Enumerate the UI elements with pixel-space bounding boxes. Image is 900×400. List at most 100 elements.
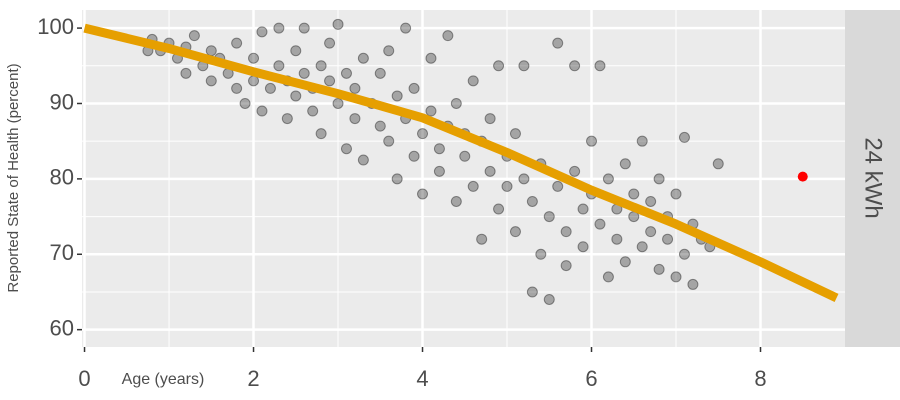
data-point — [526, 286, 538, 298]
data-point — [653, 173, 665, 185]
data-point — [442, 30, 454, 42]
data-point — [332, 97, 344, 109]
x-tick-label: 8 — [754, 366, 766, 391]
data-point — [476, 233, 488, 245]
fit-line — [83, 23, 839, 303]
data-point — [357, 52, 369, 64]
data-point — [560, 226, 572, 238]
data-point — [535, 248, 547, 260]
y-tick-label: 90 — [50, 89, 74, 114]
data-point — [239, 97, 251, 109]
data-point — [636, 135, 648, 147]
data-point — [560, 260, 572, 272]
data-point — [594, 218, 606, 230]
data-point — [518, 173, 530, 185]
data-point — [653, 263, 665, 275]
data-point — [383, 135, 395, 147]
data-point — [628, 188, 640, 200]
x-tick-label: 6 — [585, 366, 597, 391]
data-point — [298, 22, 310, 34]
data-point — [391, 90, 403, 102]
data-point — [340, 67, 352, 79]
data-point — [298, 67, 310, 79]
data-point — [205, 45, 217, 57]
data-point — [645, 195, 657, 207]
data-point — [459, 150, 471, 162]
data-point — [281, 113, 293, 125]
data-point — [264, 82, 276, 94]
data-point — [619, 256, 631, 268]
y-tick-label: 70 — [50, 240, 74, 265]
data-point — [180, 67, 192, 79]
data-point — [417, 128, 429, 140]
data-point — [374, 67, 386, 79]
data-point — [307, 105, 319, 117]
data-point — [340, 143, 352, 155]
data-point — [526, 195, 538, 207]
x-tick-label: 2 — [247, 366, 259, 391]
data-point — [290, 90, 302, 102]
data-point — [273, 22, 285, 34]
x-tick-label: 0 — [78, 366, 90, 391]
data-point — [205, 75, 217, 87]
data-point — [391, 173, 403, 185]
data-point — [433, 143, 445, 155]
data-point — [383, 45, 395, 57]
data-point — [315, 128, 327, 140]
data-point — [357, 154, 369, 166]
data-point — [493, 60, 505, 72]
y-tick-label: 60 — [50, 315, 74, 340]
data-point — [484, 165, 496, 177]
data-point — [670, 188, 682, 200]
data-point — [569, 165, 581, 177]
data-point — [433, 165, 445, 177]
data-point — [543, 211, 555, 223]
data-point — [256, 105, 268, 117]
data-point — [501, 180, 513, 192]
data-point — [256, 26, 268, 38]
data-point — [509, 226, 521, 238]
data-point — [602, 173, 614, 185]
data-point — [552, 180, 564, 192]
data-point — [425, 52, 437, 64]
data-point — [493, 203, 505, 215]
data-point — [594, 60, 606, 72]
data-point — [577, 203, 589, 215]
data-point — [408, 82, 420, 94]
data-point — [509, 128, 521, 140]
data-point — [248, 52, 260, 64]
data-point — [231, 37, 243, 49]
data-point — [678, 131, 690, 143]
data-point — [315, 60, 327, 72]
data-point — [467, 180, 479, 192]
data-point — [324, 37, 336, 49]
x-tick-label: 4 — [416, 366, 428, 391]
data-point — [577, 241, 589, 253]
data-point — [349, 82, 361, 94]
data-point — [332, 18, 344, 30]
data-point — [678, 248, 690, 260]
data-point — [467, 75, 479, 87]
highlight-point — [797, 171, 808, 182]
data-point — [349, 113, 361, 125]
data-point — [552, 37, 564, 49]
data-point — [290, 45, 302, 57]
data-point — [611, 233, 623, 245]
data-point — [408, 150, 420, 162]
data-point — [450, 195, 462, 207]
data-point — [450, 97, 462, 109]
data-point — [188, 30, 200, 42]
data-point — [484, 113, 496, 125]
data-point — [425, 105, 437, 117]
y-axis-label: Reported State of Health (percent) — [5, 63, 22, 292]
data-point — [602, 271, 614, 283]
data-point — [231, 82, 243, 94]
data-point — [586, 135, 598, 147]
data-point — [518, 60, 530, 72]
data-point — [417, 188, 429, 200]
data-point — [273, 60, 285, 72]
data-point — [645, 226, 657, 238]
data-point — [374, 120, 386, 132]
